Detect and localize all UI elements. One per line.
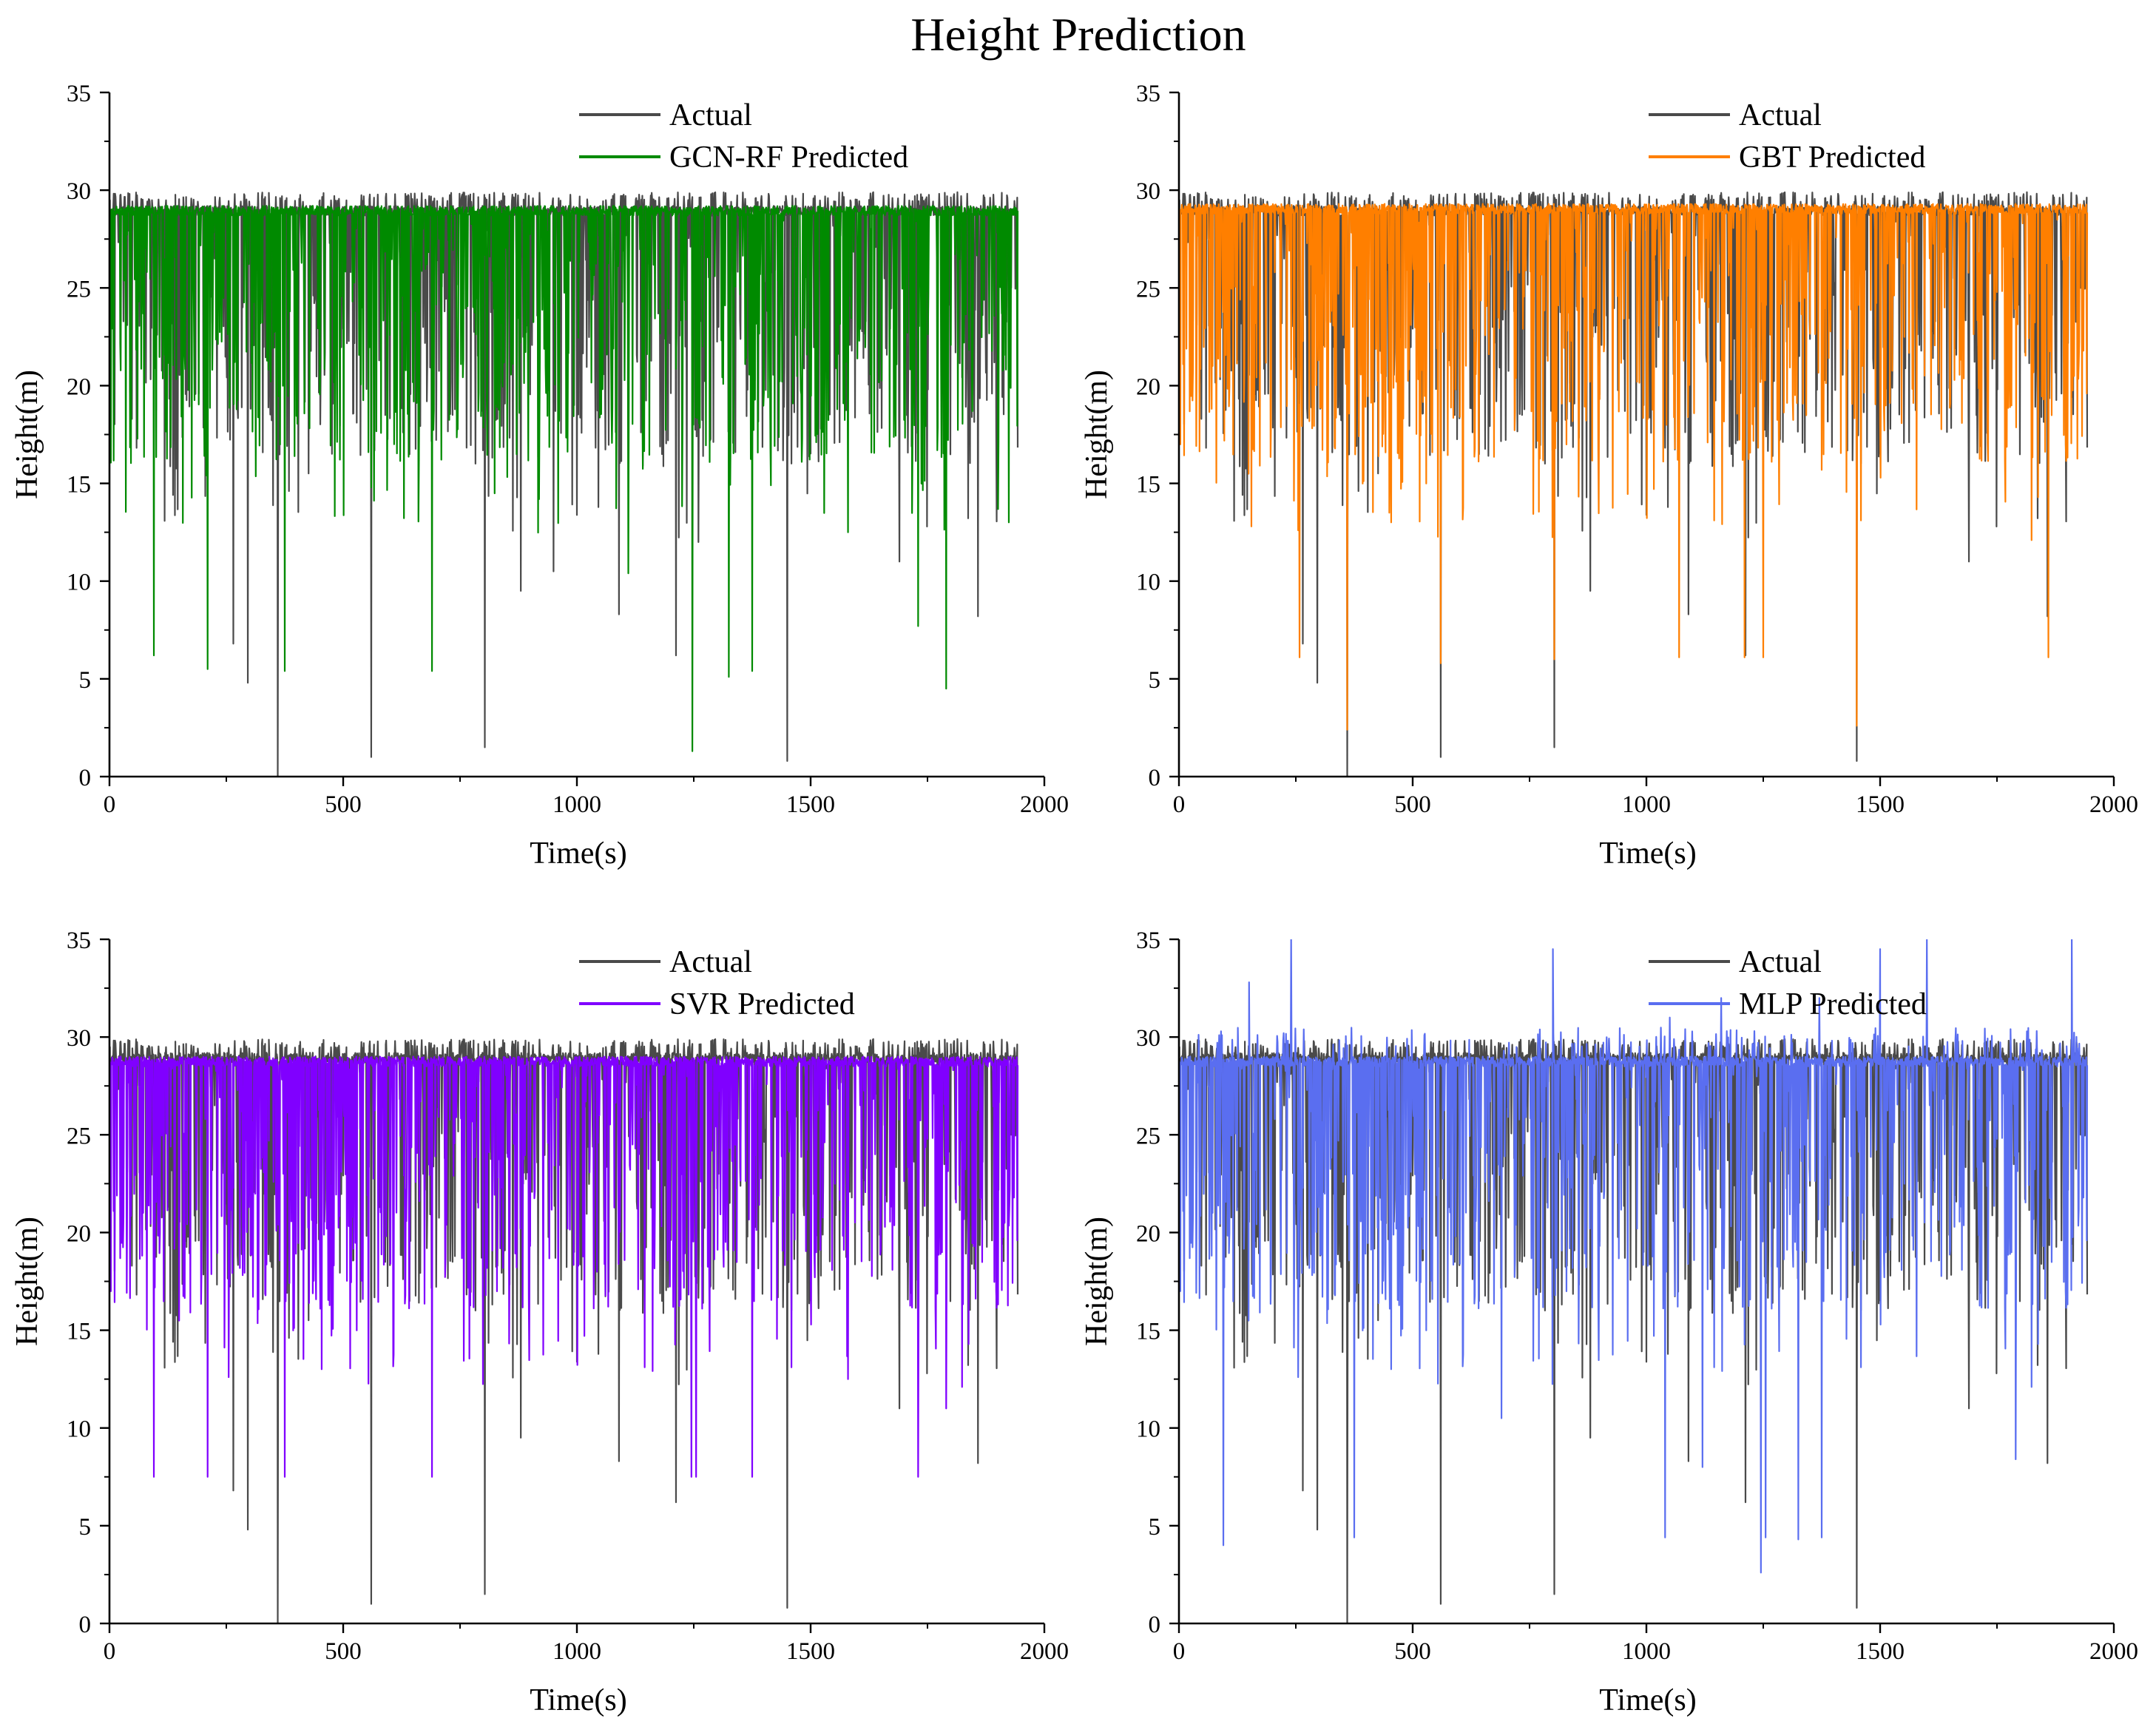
y-tick-label: 5	[79, 1514, 92, 1541]
x-tick-label: 2000	[1020, 791, 1069, 818]
y-axis-label: Height(m)	[1080, 370, 1114, 499]
y-tick-label: 35	[1136, 81, 1160, 107]
panel-2: 0 500 1000 1500 2000 0 5 10 15 20 25 30 35 Time(s) Hei…	[1080, 81, 2138, 871]
y-tick-label: 0	[1149, 1612, 1161, 1638]
series-line-gcn-rf-predicted	[109, 205, 1019, 752]
y-tick-label: 25	[67, 1123, 91, 1149]
legend-label: Actual	[669, 945, 752, 979]
y-tick-label: 25	[67, 276, 91, 303]
y-tick-label: 25	[1136, 276, 1160, 303]
series-line-mlp-predicted	[1179, 939, 2089, 1574]
y-tick-label: 30	[1136, 1025, 1160, 1052]
y-tick-label: 10	[67, 570, 91, 596]
y-tick-label: 20	[67, 1220, 91, 1247]
chart-title: Height Prediction	[910, 8, 1246, 61]
x-tick-label: 2000	[1020, 1638, 1069, 1665]
panel-4: 0 500 1000 1500 2000 0 5 10 15 20 25 30 35 Time(s) Hei…	[1080, 927, 2138, 1717]
legend-label: SVR Predicted	[669, 987, 855, 1021]
series-line-gbt-predicted	[1179, 203, 2089, 731]
y-tick-label: 35	[67, 81, 91, 107]
y-tick-label: 5	[1149, 667, 1161, 694]
x-tick-label: 1000	[1622, 791, 1671, 818]
x-tick-label: 500	[1394, 1638, 1431, 1665]
y-tick-label: 30	[1136, 178, 1160, 205]
x-tick-label: 1000	[1622, 1638, 1671, 1665]
legend-label: GCN-RF Predicted	[669, 141, 908, 175]
y-axis-label: Height(m)	[1080, 1217, 1114, 1346]
y-tick-label: 20	[1136, 1220, 1160, 1247]
y-tick-label: 30	[67, 178, 91, 205]
x-tick-label: 0	[104, 1638, 116, 1665]
y-tick-label: 5	[1149, 1514, 1161, 1541]
y-tick-label: 15	[1136, 1319, 1160, 1345]
y-tick-label: 15	[67, 472, 91, 499]
x-tick-label: 1500	[1856, 1638, 1905, 1665]
y-axis-label: Height(m)	[10, 370, 44, 499]
y-tick-label: 35	[1136, 927, 1160, 954]
y-tick-label: 0	[79, 1612, 92, 1638]
x-tick-label: 1000	[552, 791, 601, 818]
x-tick-label: 1500	[1856, 791, 1905, 818]
x-tick-label: 500	[325, 1638, 362, 1665]
x-tick-label: 500	[1394, 791, 1431, 818]
legend-label: Actual	[1739, 98, 1822, 132]
x-tick-label: 0	[1173, 791, 1186, 818]
legend-label: Actual	[1739, 945, 1822, 979]
x-tick-label: 1000	[552, 1638, 601, 1665]
series-line-svr-predicted	[109, 1055, 1019, 1478]
y-tick-label: 30	[67, 1025, 91, 1052]
y-tick-label: 25	[1136, 1123, 1160, 1149]
x-tick-label: 1500	[786, 791, 835, 818]
panels: 0 500 1000 1500 200005101520253035Time(s)Hei…	[10, 81, 2138, 1717]
x-tick-label: 2000	[2089, 791, 2138, 818]
legend-label: MLP Predicted	[1739, 987, 1927, 1021]
y-tick-label: 10	[1136, 1416, 1160, 1443]
y-axis-label: Height(m)	[10, 1217, 44, 1346]
y-tick-label: 15	[1136, 472, 1160, 499]
panel-1: 0 500 1000 1500 2000 0 5 10 15 20 25 30 35 Time(s) Hei…	[10, 81, 1069, 871]
x-axis-label: Time(s)	[530, 1683, 626, 1717]
x-axis-label: Time(s)	[530, 837, 626, 871]
x-tick-label: 1500	[786, 1638, 835, 1665]
y-tick-label: 0	[79, 765, 92, 791]
y-tick-label: 10	[1136, 570, 1160, 596]
legend-label: Actual	[669, 98, 752, 132]
x-tick-label: 2000	[2089, 1638, 2138, 1665]
x-tick-label: 500	[325, 791, 362, 818]
x-axis-label: Time(s)	[1599, 1683, 1696, 1717]
x-tick-label: 0	[104, 791, 116, 818]
y-tick-label: 10	[67, 1416, 91, 1443]
y-tick-label: 20	[1136, 374, 1160, 400]
y-tick-label: 35	[67, 927, 91, 954]
legend-label: GBT Predicted	[1739, 141, 1925, 175]
x-axis-label: Time(s)	[1599, 837, 1696, 871]
y-tick-label: 20	[67, 374, 91, 400]
y-tick-label: 15	[67, 1319, 91, 1345]
y-tick-label: 5	[79, 667, 92, 694]
panel-3: 0 500 1000 1500 2000 0 5 10 15 20 25 30 35 Time(s) Hei…	[10, 927, 1069, 1717]
y-tick-label: 0	[1149, 765, 1161, 791]
x-tick-label: 0	[1173, 1638, 1186, 1665]
